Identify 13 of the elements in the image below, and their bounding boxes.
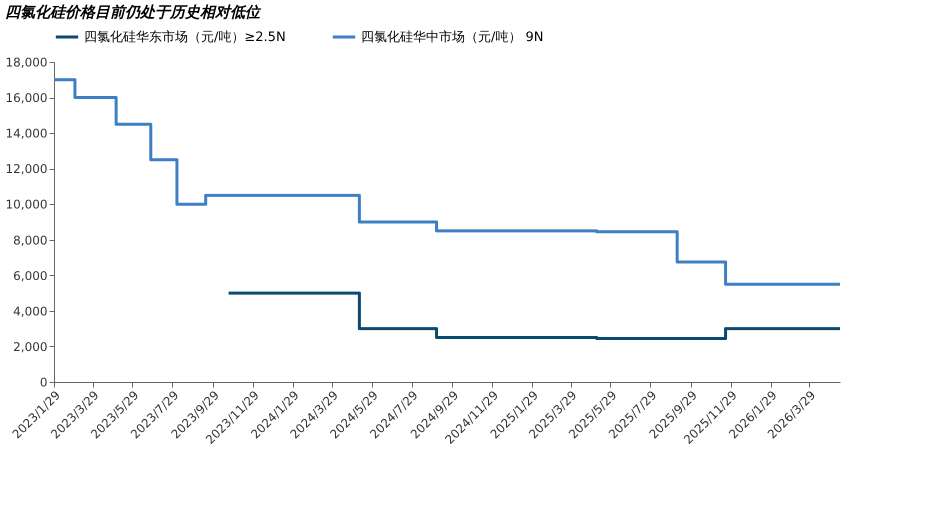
- legend-label: 四氯化硅华中市场（元/吨） 9N: [361, 30, 544, 45]
- y-tick-label: 8,000: [13, 233, 48, 248]
- chart-title: 四氯化硅价格目前仍处于历史相对低位: [5, 3, 262, 21]
- y-tick-label: 16,000: [6, 91, 48, 106]
- legend-label: 四氯化硅华东市场（元/吨）≥2.5N: [84, 30, 286, 45]
- y-tick-label: 2,000: [13, 340, 48, 354]
- y-tick-label: 0: [40, 376, 48, 390]
- y-tick-label: 18,000: [6, 56, 48, 70]
- y-tick-label: 12,000: [6, 162, 48, 176]
- y-tick-label: 4,000: [13, 304, 48, 318]
- y-tick-label: 10,000: [6, 198, 48, 212]
- y-tick-label: 6,000: [13, 268, 48, 283]
- y-tick-label: 14,000: [6, 126, 48, 141]
